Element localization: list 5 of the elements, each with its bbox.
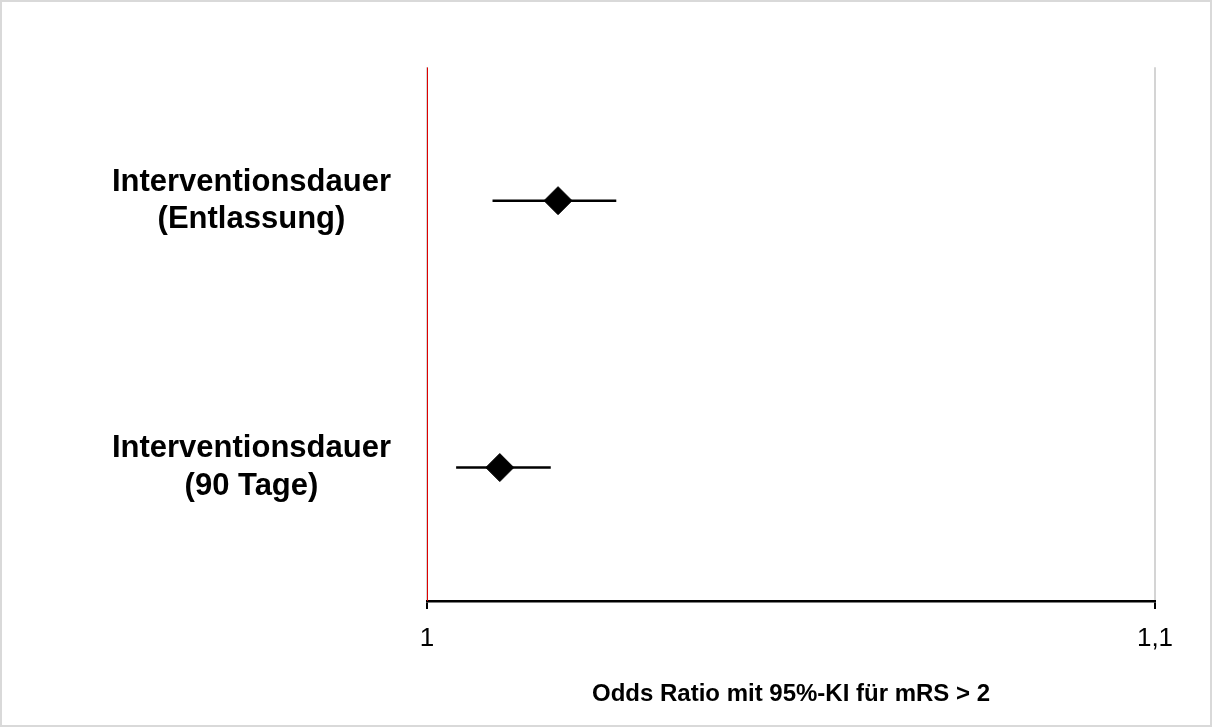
y-tick-label: Interventionsdauer (Entlassung) bbox=[111, 162, 391, 235]
y-tick-label: Interventionsdauer (90 Tage) bbox=[111, 429, 391, 502]
x-tick-label: 1 bbox=[419, 621, 435, 652]
x-axis-title: Odds Ratio mit 95%-KI für mRS > 2 bbox=[591, 679, 991, 707]
x-tick-label: 1,1 bbox=[1136, 621, 1174, 652]
